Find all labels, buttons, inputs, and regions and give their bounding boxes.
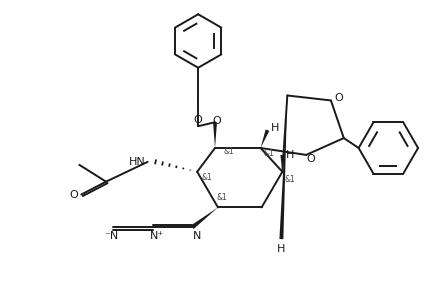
Polygon shape [281,155,284,172]
Text: O: O [194,115,203,125]
Text: &1: &1 [202,173,213,182]
Polygon shape [279,96,288,239]
Polygon shape [261,130,269,148]
Polygon shape [191,207,218,229]
Text: O: O [213,116,221,126]
Text: H: H [271,123,280,133]
Polygon shape [213,122,217,148]
Text: ⁻N: ⁻N [104,231,118,241]
Text: O: O [307,154,316,164]
Text: H: H [277,244,286,254]
Text: &1: &1 [285,175,296,184]
Text: &1: &1 [216,193,227,202]
Text: N: N [193,231,201,241]
Text: HN: HN [129,157,145,167]
Text: O: O [334,93,343,103]
Text: &1: &1 [223,147,234,156]
Text: N⁺: N⁺ [149,231,164,241]
Text: O: O [69,190,78,200]
Text: H: H [286,150,294,160]
Text: &1: &1 [263,149,274,159]
